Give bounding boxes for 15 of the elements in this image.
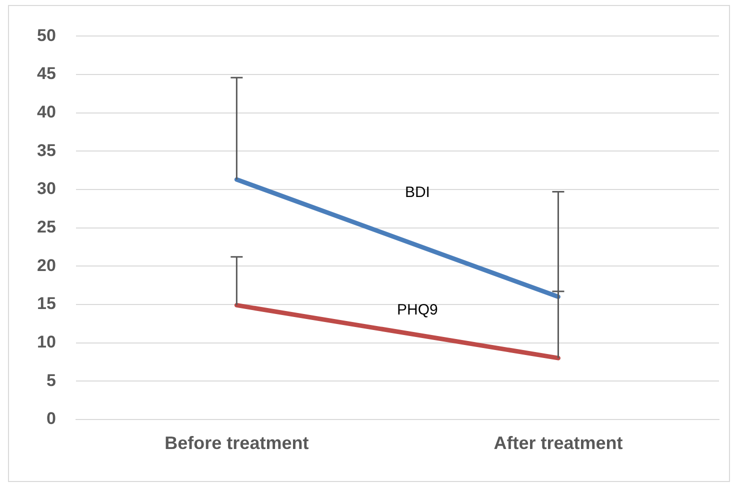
x-tick-label: After treatment [494, 433, 623, 454]
y-tick-label: 50 [36, 26, 56, 45]
y-tick-label: 10 [36, 332, 56, 352]
y-tick-label: 25 [36, 217, 56, 236]
y-tick-label: 0 [46, 409, 56, 428]
text: BDI [404, 184, 430, 201]
y-tick-label: 20 [36, 256, 56, 275]
y-tick-label: 15 [36, 294, 56, 314]
series-label: PHQ9 [397, 301, 438, 318]
x-tick-label: Before treatment [164, 433, 309, 454]
y-tick-label: 40 [36, 102, 56, 122]
y-tick-label: 45 [36, 64, 56, 84]
y-tick-label: 5 [46, 370, 56, 390]
y-tick-label: 35 [36, 140, 56, 160]
y-tick-label: 30 [36, 179, 56, 198]
